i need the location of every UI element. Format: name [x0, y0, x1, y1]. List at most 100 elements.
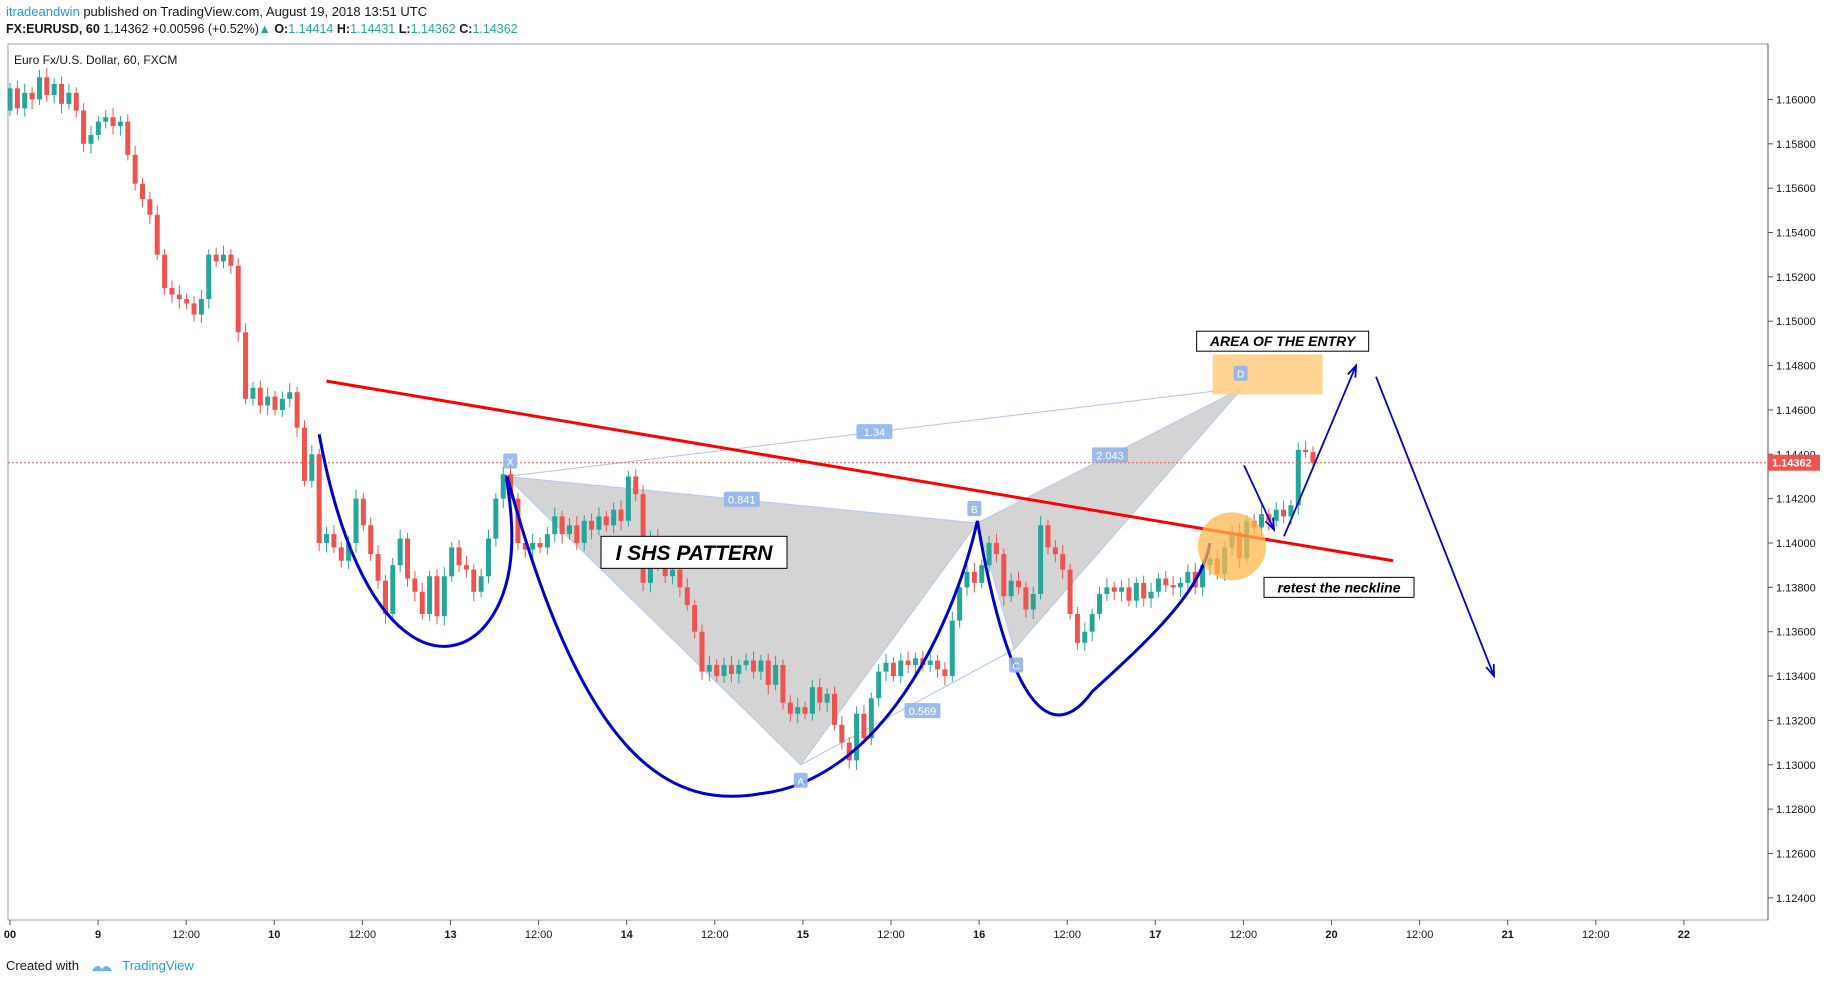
- candle-body: [22, 92, 28, 109]
- point-b-label-tag[interactable]: [967, 501, 982, 517]
- author-link[interactable]: itradeandwin: [6, 4, 80, 19]
- candle-body: [103, 117, 109, 122]
- candle-body: [1133, 582, 1139, 601]
- candle-body: [964, 571, 970, 588]
- candle-body: [662, 565, 668, 577]
- head-curve[interactable]: [505, 476, 979, 798]
- candle-body: [44, 77, 50, 96]
- time-tick-label: 12:00: [1230, 929, 1258, 941]
- arrow-down-target[interactable]: [1375, 376, 1495, 677]
- candle-body: [530, 542, 536, 550]
- candle-body: [589, 520, 595, 530]
- candle-body: [449, 547, 455, 577]
- price-tick-label: 1.13400: [1776, 671, 1816, 683]
- candle-body: [51, 83, 57, 96]
- candle-body: [368, 525, 374, 555]
- candle-body: [412, 578, 418, 592]
- entry-zone[interactable]: [1212, 354, 1323, 395]
- arrow-up-to-entry[interactable]: [1283, 365, 1357, 537]
- up-arrow-icon: ▲: [258, 22, 271, 36]
- price-tick-label: 1.12800: [1776, 804, 1816, 816]
- time-tick-label: 12:00: [1406, 929, 1434, 941]
- point-c-label-tag[interactable]: [1009, 657, 1024, 673]
- candle-body: [1067, 569, 1073, 614]
- price-tick-label: 1.12600: [1776, 848, 1816, 860]
- right-shoulder-curve[interactable]: [975, 520, 1212, 717]
- candle-body: [677, 569, 683, 588]
- ratio-ac-label-tag[interactable]: [904, 703, 941, 719]
- point-a-label-tag[interactable]: [793, 772, 808, 788]
- time-axis[interactable]: 00 9 12:00 10 12:00 13 12:00 14 12:00 15 12:00 16 12…: [4, 920, 1690, 941]
- annotation-labels[interactable]: I SHS PATTERN AREA OF THE ENTRY retest the…: [503, 330, 1415, 788]
- retest-zone[interactable]: [1198, 512, 1267, 581]
- candle-body: [574, 525, 580, 543]
- ratio-xb-label: 0.841: [728, 495, 756, 507]
- ratio-bd-label-tag[interactable]: [1092, 447, 1129, 463]
- ratio-xb-label-tag[interactable]: [723, 491, 760, 507]
- candle-body: [758, 660, 764, 672]
- candle-body: [184, 299, 190, 304]
- retest-label-box[interactable]: [1263, 576, 1415, 598]
- candle-body: [942, 669, 948, 677]
- candle-body: [206, 254, 212, 300]
- candle-body: [1030, 593, 1036, 610]
- candle-body: [228, 254, 234, 266]
- drawings[interactable]: [317, 363, 1495, 798]
- candle-body: [493, 498, 499, 539]
- close-label: C:: [459, 22, 473, 36]
- entry-label-box[interactable]: [1196, 330, 1370, 352]
- time-tick-label: 12:00: [877, 929, 905, 941]
- point-c-label: C: [1013, 661, 1020, 672]
- candle-body: [360, 498, 366, 526]
- candle-body: [1288, 505, 1294, 517]
- high-value: 1.14431: [350, 22, 396, 36]
- candle-body: [324, 534, 330, 543]
- candle-body: [169, 287, 175, 295]
- candle-body: [795, 707, 801, 714]
- candle-body: [743, 660, 749, 665]
- plot-area[interactable]: [7, 43, 1769, 921]
- time-tick-label: 15: [797, 929, 809, 941]
- candle-body: [1273, 509, 1279, 521]
- pattern-label-box[interactable]: [600, 535, 788, 569]
- tradingview-link[interactable]: TradingView: [122, 958, 194, 973]
- price-tick-label: 1.16000: [1776, 94, 1816, 106]
- candle-body: [611, 509, 617, 526]
- point-b-label: B: [971, 505, 978, 516]
- left-shoulder-curve[interactable]: [317, 434, 514, 648]
- time-tick-label: 12:00: [1053, 929, 1081, 941]
- ratio-xd-label: 1.34: [864, 427, 885, 439]
- candle-body: [1111, 587, 1117, 592]
- candle-body: [670, 569, 676, 577]
- candle-body: [868, 698, 874, 739]
- candle-body: [213, 254, 219, 262]
- candle-body: [279, 398, 285, 410]
- candle-body: [176, 294, 182, 300]
- price-tick-label: 1.13600: [1776, 627, 1816, 639]
- point-x-label-tag[interactable]: [503, 453, 518, 469]
- price-axis[interactable]: 1.16000 1.15800 1.15600 1.15400 1.15200 1.150…: [1768, 94, 1816, 905]
- candle-body: [751, 660, 757, 672]
- candle-body: [250, 387, 256, 399]
- candle-body: [625, 476, 631, 521]
- candle-body: [596, 516, 602, 530]
- candle-body: [272, 396, 278, 410]
- candle-body: [1016, 580, 1022, 588]
- candle-body: [993, 542, 999, 555]
- candle-body: [66, 92, 72, 104]
- price-tick-label: 1.15400: [1776, 228, 1816, 240]
- candle-body: [515, 498, 521, 543]
- retest-label: retest the neckline: [1278, 579, 1401, 595]
- candle-body: [736, 664, 742, 674]
- low-label: L:: [398, 22, 411, 36]
- candle-body: [802, 707, 808, 714]
- candle-body: [1310, 452, 1316, 463]
- point-d-label-tag[interactable]: [1233, 365, 1248, 381]
- price-tick-label: 1.14000: [1776, 538, 1816, 550]
- time-tick-label: 22: [1678, 929, 1690, 941]
- ratio-xd-label-tag[interactable]: [856, 424, 893, 440]
- candle-body: [949, 620, 955, 677]
- candle-body: [566, 525, 572, 535]
- arrow-down-to-neckline[interactable]: [1243, 464, 1275, 531]
